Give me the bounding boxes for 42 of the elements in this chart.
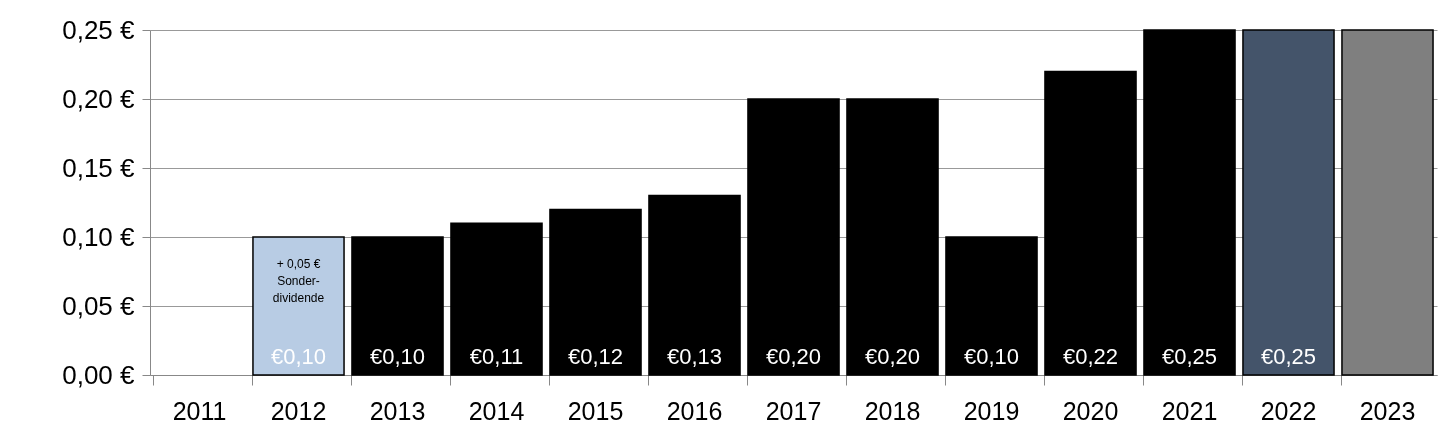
- x-tick-label: 2022: [1260, 396, 1317, 425]
- x-tick-label: 2017: [765, 396, 822, 425]
- bar: [1044, 70, 1137, 376]
- x-tick-label: 2015: [567, 396, 624, 425]
- x-tick-label: 2020: [1062, 396, 1119, 425]
- data-label: €0,22: [1062, 344, 1119, 369]
- x-tick-label: 2011: [172, 396, 227, 425]
- data-label: €0,25: [1260, 344, 1317, 369]
- x-tick-label: 2018: [864, 396, 921, 425]
- x-tick-label: 2023: [1359, 396, 1416, 425]
- y-tick-label: 0,15 €: [62, 152, 136, 183]
- bar: [747, 98, 840, 376]
- y-tick-label: 0,00 €: [62, 359, 136, 390]
- x-tick-label: 2019: [963, 396, 1020, 425]
- data-label: €0,10: [369, 344, 426, 369]
- y-tick-label: 0,05 €: [62, 290, 136, 321]
- annotation: + 0,05 € Sonder-dividende: [272, 257, 325, 305]
- bar: [1242, 29, 1335, 376]
- x-tick-label: 2013: [369, 396, 426, 425]
- data-label: €0,13: [666, 344, 723, 369]
- data-label: €0,12: [567, 344, 624, 369]
- x-tick-label: 2016: [666, 396, 723, 425]
- bar: [846, 98, 939, 376]
- data-label: €0,10: [963, 344, 1020, 369]
- bar: [351, 236, 444, 376]
- bar: [549, 208, 642, 376]
- bar: [648, 194, 741, 376]
- y-tick-label: 0,10 €: [62, 221, 136, 252]
- data-label: €0,25: [1161, 344, 1218, 369]
- data-label: €0,20: [864, 344, 921, 369]
- bar: [1143, 29, 1236, 376]
- y-tick-label: 0,20 €: [62, 83, 136, 114]
- x-tick-label: 2021: [1161, 396, 1218, 425]
- bar: [252, 236, 345, 376]
- bar: [945, 236, 1038, 376]
- data-label: €0,10: [270, 344, 327, 369]
- x-tick-label: 2014: [468, 396, 525, 425]
- x-tick-label: 2012: [270, 396, 327, 425]
- y-tick-label: 0,25 €: [62, 14, 136, 45]
- bar: [450, 222, 543, 376]
- data-label: €0,20: [765, 344, 822, 369]
- data-label: €0,11: [469, 344, 524, 369]
